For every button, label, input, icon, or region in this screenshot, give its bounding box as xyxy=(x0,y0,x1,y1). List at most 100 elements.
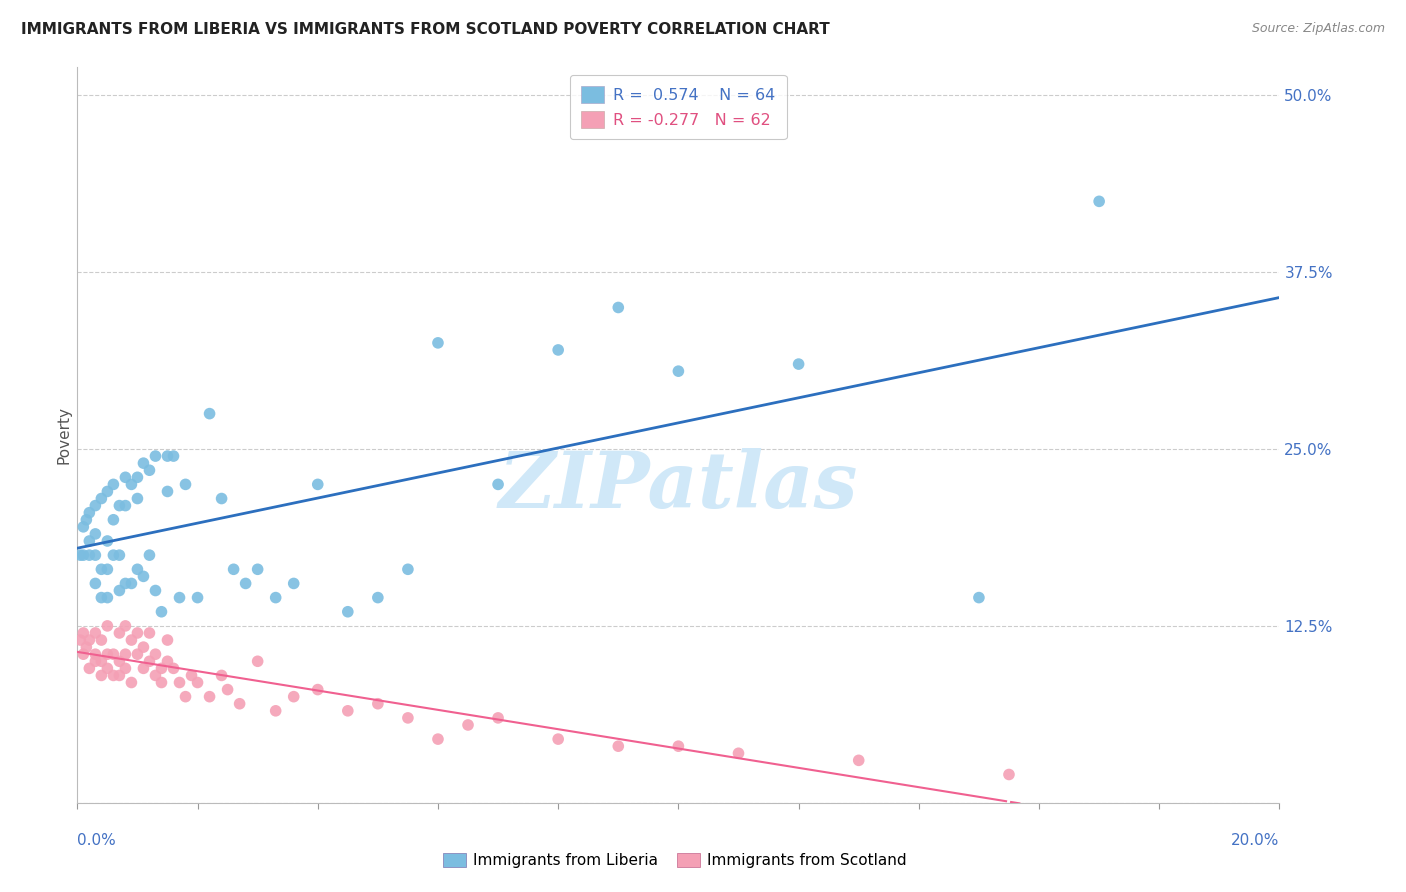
Legend: Immigrants from Liberia, Immigrants from Scotland: Immigrants from Liberia, Immigrants from… xyxy=(443,853,907,868)
Point xyxy=(127,562,149,576)
Point xyxy=(127,470,149,484)
Point xyxy=(138,548,160,562)
Point xyxy=(150,675,173,690)
Point xyxy=(264,704,287,718)
Point xyxy=(235,576,257,591)
Point xyxy=(156,484,179,499)
Point xyxy=(427,732,450,747)
Point xyxy=(307,477,329,491)
Point xyxy=(307,682,329,697)
Point xyxy=(668,364,690,378)
Point xyxy=(90,654,112,668)
Point xyxy=(79,661,101,675)
Point xyxy=(607,301,630,315)
Point xyxy=(211,491,233,506)
Point xyxy=(96,484,118,499)
Point xyxy=(132,661,155,675)
Point xyxy=(132,456,155,470)
Point xyxy=(84,647,107,661)
Point xyxy=(145,583,167,598)
Point xyxy=(96,619,118,633)
Point xyxy=(96,647,118,661)
Point xyxy=(138,654,160,668)
Point xyxy=(90,562,112,576)
Point xyxy=(169,591,191,605)
Point xyxy=(79,633,101,648)
Point xyxy=(180,668,202,682)
Y-axis label: Poverty: Poverty xyxy=(56,406,72,464)
Point xyxy=(90,491,112,506)
Point xyxy=(79,533,101,548)
Point xyxy=(427,335,450,350)
Point xyxy=(114,499,136,513)
Point xyxy=(246,562,269,576)
Point xyxy=(103,477,125,491)
Point xyxy=(90,668,112,682)
Point xyxy=(367,697,389,711)
Legend: R =  0.574    N = 64, R = -0.277   N = 62: R = 0.574 N = 64, R = -0.277 N = 62 xyxy=(569,75,787,139)
Point xyxy=(120,633,142,648)
Point xyxy=(228,697,250,711)
Point xyxy=(75,640,97,654)
Point xyxy=(120,576,142,591)
Text: 0.0%: 0.0% xyxy=(77,833,117,847)
Point xyxy=(96,562,118,576)
Point xyxy=(72,626,94,640)
Point xyxy=(84,654,107,668)
Point xyxy=(787,357,810,371)
Point xyxy=(75,513,97,527)
Point xyxy=(162,661,184,675)
Point xyxy=(69,548,91,562)
Point xyxy=(72,647,94,661)
Point xyxy=(108,548,131,562)
Point xyxy=(114,661,136,675)
Point xyxy=(187,675,209,690)
Point xyxy=(217,682,239,697)
Point xyxy=(96,661,118,675)
Point xyxy=(84,527,107,541)
Point xyxy=(114,619,136,633)
Point xyxy=(103,513,125,527)
Point xyxy=(150,605,173,619)
Point xyxy=(138,626,160,640)
Point xyxy=(457,718,479,732)
Point xyxy=(84,499,107,513)
Point xyxy=(169,675,191,690)
Point xyxy=(84,548,107,562)
Point xyxy=(114,470,136,484)
Point xyxy=(607,739,630,754)
Point xyxy=(114,576,136,591)
Point xyxy=(396,562,419,576)
Point xyxy=(1088,194,1111,209)
Point xyxy=(108,499,131,513)
Point xyxy=(103,647,125,661)
Text: IMMIGRANTS FROM LIBERIA VS IMMIGRANTS FROM SCOTLAND POVERTY CORRELATION CHART: IMMIGRANTS FROM LIBERIA VS IMMIGRANTS FR… xyxy=(21,22,830,37)
Point xyxy=(96,533,118,548)
Point xyxy=(150,661,173,675)
Point xyxy=(668,739,690,754)
Point xyxy=(187,591,209,605)
Point xyxy=(547,343,569,357)
Point xyxy=(162,449,184,463)
Point xyxy=(246,654,269,668)
Point xyxy=(283,690,305,704)
Point xyxy=(120,477,142,491)
Point xyxy=(90,633,112,648)
Point xyxy=(156,654,179,668)
Point xyxy=(486,711,509,725)
Point xyxy=(108,668,131,682)
Point xyxy=(198,407,221,421)
Point xyxy=(336,605,359,619)
Point xyxy=(264,591,287,605)
Point xyxy=(138,463,160,477)
Point xyxy=(90,591,112,605)
Point xyxy=(108,654,131,668)
Point xyxy=(967,591,990,605)
Point xyxy=(486,477,509,491)
Point xyxy=(114,647,136,661)
Point xyxy=(132,640,155,654)
Point xyxy=(145,668,167,682)
Point xyxy=(79,506,101,520)
Point xyxy=(120,675,142,690)
Point xyxy=(396,711,419,725)
